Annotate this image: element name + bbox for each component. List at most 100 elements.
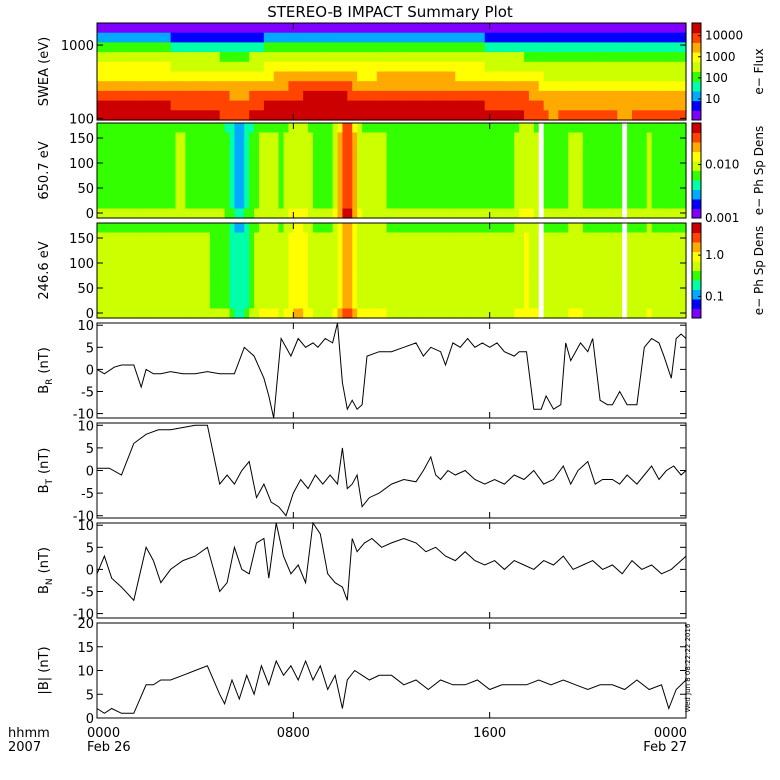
spectrogram-cell [263,23,270,34]
spectrogram-cell [347,242,353,253]
spectrogram-cell [347,81,353,92]
spectrogram-cell [170,142,177,153]
spectrogram-cell [97,261,103,272]
spectrogram-cell [563,123,569,134]
spectrogram-cell [612,90,618,102]
spectrogram-cell [347,261,353,272]
spectrogram-cell [303,289,309,300]
spectrogram-cell [666,251,672,262]
spectrogram-cell [558,132,564,143]
spectrogram-cell [543,189,550,200]
spectrogram-cell [509,42,515,53]
spectrogram-cell [641,180,648,191]
spectrogram-cell [386,42,393,53]
spectrogram-cell [170,81,177,92]
spectrogram-cell [514,151,520,162]
spectrogram-cell [200,71,206,82]
spectrogram-cell [528,280,535,291]
spectrogram-cell [195,142,201,153]
spectrogram-cell [386,289,393,300]
spectrogram-cell [435,189,442,200]
spectrogram-cell [445,81,451,92]
spectrogram-cell [538,52,545,63]
spectrogram-cell [494,100,501,111]
spectrogram-cell [268,232,275,243]
spectrogram-cell [671,161,677,172]
spectrogram-cell [293,280,299,291]
spectrogram-cell [460,132,466,143]
spectrogram-cell [160,61,167,73]
spectrogram-cell [175,289,182,300]
spectrogram-cell [622,23,628,34]
spectrogram-cell [494,189,501,200]
spectrogram-cell [460,232,466,243]
spectrogram-cell [538,299,545,310]
spectrogram-cell [504,123,510,134]
spectrogram-cell [558,299,564,310]
spectrogram-cell [106,208,113,219]
spectrogram-cell [474,289,481,300]
spectrogram-cell [484,110,491,121]
spectrogram-cell [268,270,275,281]
spectrogram-cell [602,232,609,243]
spectrogram-cell [116,81,123,92]
spectrogram-cell [204,151,211,162]
spectrogram-cell [337,223,344,234]
spectrogram-cell [376,270,383,281]
spectrogram-cell [612,251,618,262]
spectrogram-cell [136,52,142,63]
spectrogram-cell [298,308,304,319]
spectrogram-cell [548,242,555,253]
spectrogram-cell [146,161,152,172]
spectrogram-cell [494,71,501,82]
spectrogram-cell [543,251,550,262]
spectrogram-cell [141,90,147,102]
spectrogram-cell [504,199,510,210]
spectrogram-cell [150,223,157,234]
spectrogram-cell [249,90,255,102]
spectrogram-cell [376,299,383,310]
spectrogram-cell [450,189,456,200]
spectrogram-cell [219,189,226,200]
spectrogram-cell [273,289,280,300]
spectrogram-cell [352,299,358,310]
spectrogram-cell [190,123,196,134]
spectrogram-cell [494,308,501,319]
spectrogram-cell [165,142,172,153]
spectrogram-cell [602,242,609,253]
spectrogram-cell [607,42,613,53]
spectrogram-cell [479,100,486,111]
spectrogram-cell [401,132,407,143]
spectrogram-cell [244,308,250,319]
spectrogram-cell [190,161,196,172]
spectrogram-cell [332,251,339,262]
spectrogram-cell [258,61,265,73]
spectrogram-cell [504,180,510,191]
spectrogram-cell [101,270,108,281]
spectrogram-cell [435,151,442,162]
spectrogram-cell [538,110,545,121]
spectrogram-cell [362,199,368,210]
spectrogram-cell [470,180,476,191]
spectrogram-cell [568,90,574,102]
spectrogram-cell [627,170,633,181]
spectrogram-cell [411,71,417,82]
spectrogram-cell [224,299,231,310]
spectrogram-cell [244,61,250,73]
spectrogram-cell [612,132,618,143]
spectrogram-cell [219,199,226,210]
spectrogram-cell [641,132,648,143]
spectrogram-cell [592,32,599,43]
spectrogram-cell [371,180,378,191]
spectrogram-cell [533,270,540,281]
spectrogram-cell [617,261,623,272]
spectrogram-cell [239,170,245,181]
colorbar-swatch [692,270,701,281]
spectrogram-cell [214,151,221,162]
spectrogram-cell [195,123,201,134]
spectrogram-cell [254,110,260,121]
spectrogram-cell [612,151,618,162]
spectrogram-cell [548,223,555,234]
spectrogram-cell [460,189,466,200]
spectrogram-cell [155,32,162,43]
